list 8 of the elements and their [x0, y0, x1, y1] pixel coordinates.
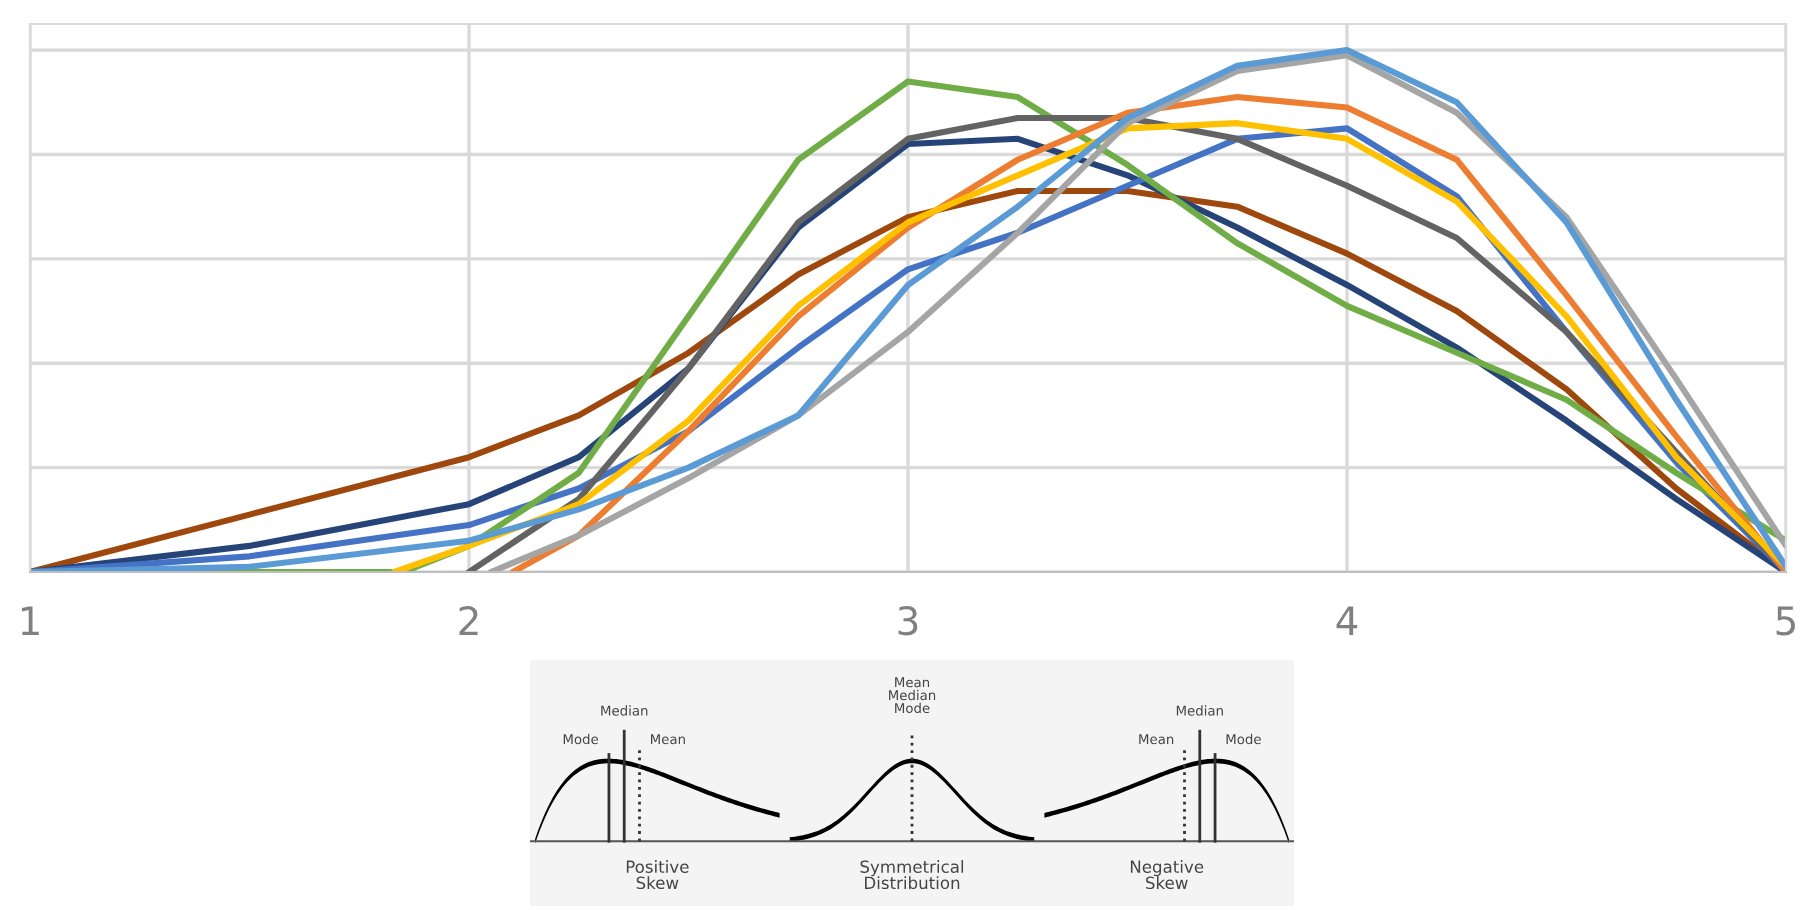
x-tick-label: 3 — [898, 606, 918, 636]
text: Negative Skew — [1130, 860, 1204, 890]
x-tick-label: 5 — [1776, 606, 1795, 636]
x-tick-label: 4 — [1336, 606, 1358, 635]
text: Positive Skew — [626, 860, 689, 890]
x-tick-label: 1 — [21, 606, 39, 635]
text: Symmetrical Distribution — [860, 860, 964, 890]
x-tick-label: 2 — [459, 606, 478, 635]
